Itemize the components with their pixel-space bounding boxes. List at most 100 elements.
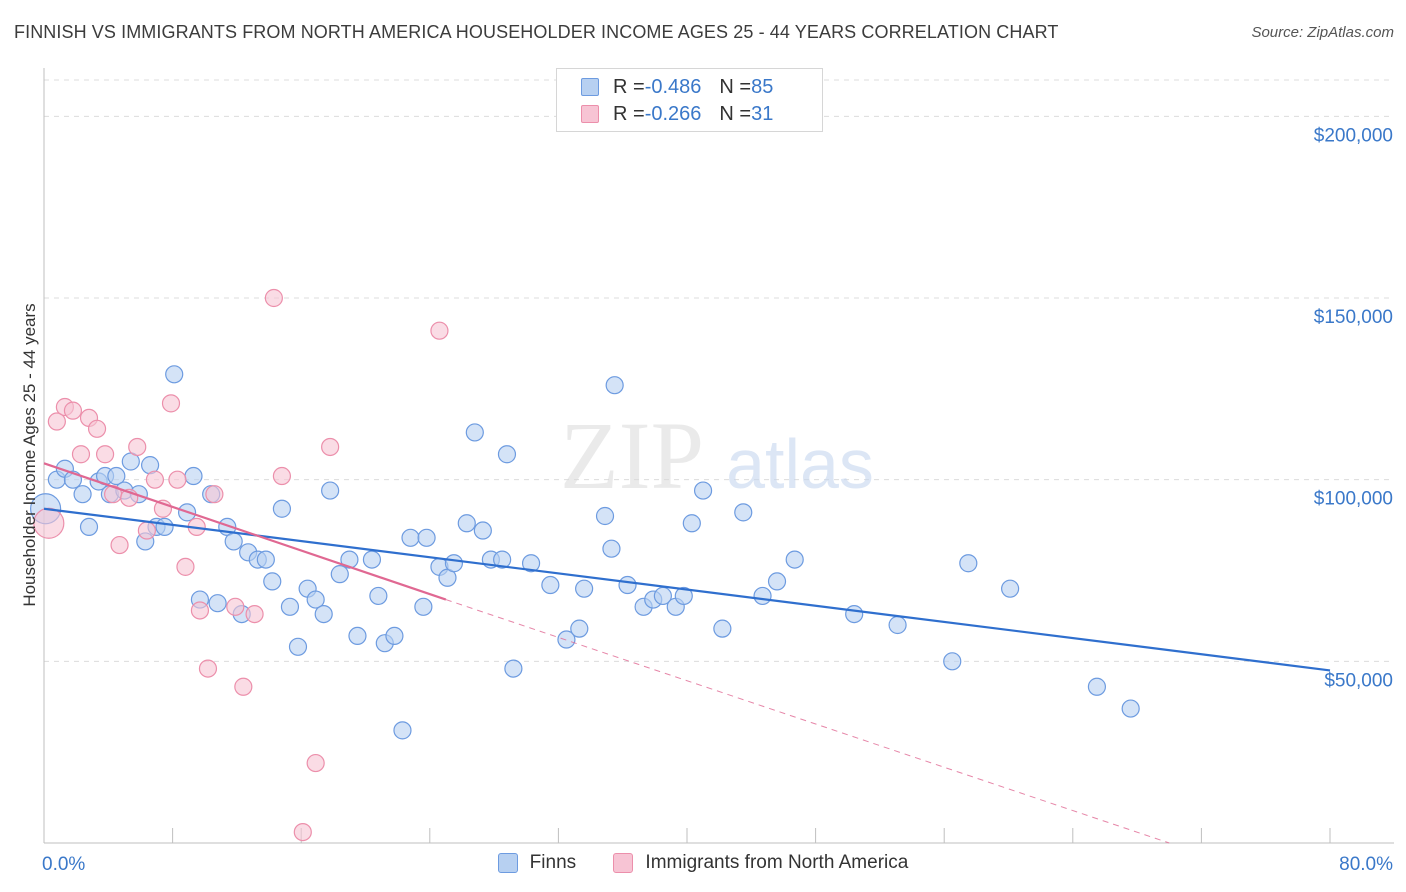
immigrants-legend-swatch: [613, 853, 634, 873]
finns-point: [845, 604, 864, 624]
finns-point: [1121, 699, 1140, 718]
finns-point: [734, 503, 753, 522]
finns-point: [280, 597, 300, 616]
legend-item-finns: Finns: [497, 852, 576, 874]
finns-point: [272, 499, 292, 518]
chart-title: FINNISH VS IMMIGRANTS FROM NORTH AMERICA…: [14, 22, 1059, 42]
immigrants-point: [205, 485, 224, 504]
stats-legend-row-immigrants: R = -0.266 N = 31: [581, 102, 773, 126]
immigrants-point: [145, 470, 165, 489]
finns-point: [263, 572, 282, 591]
watermark-zip: ZIP: [560, 402, 704, 509]
immigrants-point: [47, 412, 66, 431]
immigrants-point: [63, 401, 83, 420]
finns-point: [575, 579, 594, 598]
finns-point: [674, 586, 693, 606]
finns-point: [959, 554, 978, 573]
source-label: Source: ZipAtlas.com: [1251, 24, 1394, 41]
finns-n-value: 85: [751, 75, 774, 98]
finns-point: [557, 630, 576, 649]
immigrants-point: [128, 437, 147, 457]
finns-point: [713, 619, 732, 638]
x-tick-label-min: 0.0%: [42, 854, 85, 875]
finns-point: [521, 554, 541, 573]
finns-point: [165, 365, 184, 384]
finns-point: [393, 721, 412, 740]
finns-point: [155, 517, 174, 537]
immigrants-point: [264, 288, 283, 308]
finns-point: [473, 521, 492, 540]
finns-point: [497, 445, 517, 464]
finns-point: [73, 485, 92, 504]
finns-point: [401, 528, 420, 547]
immigrants-legend-label: Immigrants from North America: [645, 852, 909, 873]
y-tick-label: $200,000: [1314, 125, 1393, 146]
finns-point: [321, 481, 340, 500]
finns-point: [385, 626, 404, 646]
x-tick-label-max: 80.0%: [1339, 854, 1393, 875]
immigrants-n-label: N =: [719, 102, 752, 125]
finns-point: [457, 514, 476, 533]
finns-point: [417, 528, 436, 547]
finns-point: [330, 565, 349, 584]
legend-item-immigrants: Immigrants from North America: [613, 852, 908, 874]
finns-point: [767, 572, 787, 591]
y-tick-label: $150,000: [1314, 307, 1393, 328]
finns-point: [605, 376, 624, 395]
finns-point: [570, 619, 589, 638]
immigrants-point: [430, 321, 449, 340]
finns-point: [340, 550, 359, 569]
finns-point: [541, 575, 560, 595]
finns-point: [79, 517, 99, 537]
finns-r-label: R =: [613, 75, 645, 98]
finns-point: [314, 604, 333, 624]
points-layer: [30, 288, 1140, 842]
watermark-atlas: atlas: [726, 425, 874, 503]
finns-point: [184, 466, 203, 486]
finns-point: [224, 532, 243, 551]
finns-swatch: [581, 78, 599, 96]
label-layer: $50,000 $100,000 $150,000 $200,000 0.0% 80.0%: [42, 125, 1393, 875]
immigrants-point: [234, 677, 253, 696]
bottom-legend: Finns Immigrants from North America: [0, 852, 1406, 879]
finns-point: [1087, 677, 1107, 696]
immigrants-n-value: 31: [751, 102, 774, 125]
immigrants-point: [306, 753, 325, 773]
immigrants-point: [321, 437, 340, 457]
immigrants-point: [176, 557, 195, 576]
immigrants-point: [190, 601, 210, 620]
finns-point: [362, 550, 382, 569]
finns-point: [888, 615, 907, 635]
finns-point: [595, 506, 615, 526]
immigrants-point: [293, 822, 312, 842]
finns-point: [504, 659, 523, 678]
stats-legend: R = -0.486 N = 85 R = -0.266 N = 31: [556, 68, 823, 132]
immigrants-r-label: R =: [613, 102, 645, 125]
immigrants-point: [272, 466, 292, 486]
immigrants-point: [245, 604, 264, 624]
finns-point: [618, 575, 637, 595]
y-tick-label: $100,000: [1314, 489, 1393, 510]
trend-layer: [43, 462, 1331, 844]
finns-point: [785, 550, 804, 569]
finns-point: [256, 550, 275, 569]
finns-n-label: N =: [719, 75, 752, 98]
finns-point: [602, 539, 621, 558]
immigrants-point: [87, 419, 107, 438]
finns-point: [306, 590, 325, 609]
immigrants-point: [168, 470, 187, 489]
immigrants-swatch: [581, 105, 599, 123]
immigrants-point: [161, 394, 181, 413]
immigrants-point: [95, 445, 115, 464]
stats-legend-row-finns: R = -0.486 N = 85: [581, 75, 773, 99]
finns-point: [465, 423, 484, 442]
finns-trend-line: [43, 507, 1331, 672]
y-axis-title: Householder Income Ages 25 - 44 years: [20, 303, 39, 606]
finns-point: [369, 586, 388, 606]
grid-layer: [44, 79, 1394, 662]
axis-layer: [43, 68, 1394, 844]
finns-point: [753, 586, 772, 606]
finns-point: [208, 594, 227, 613]
immigrants-r-value: -0.266: [644, 102, 702, 125]
